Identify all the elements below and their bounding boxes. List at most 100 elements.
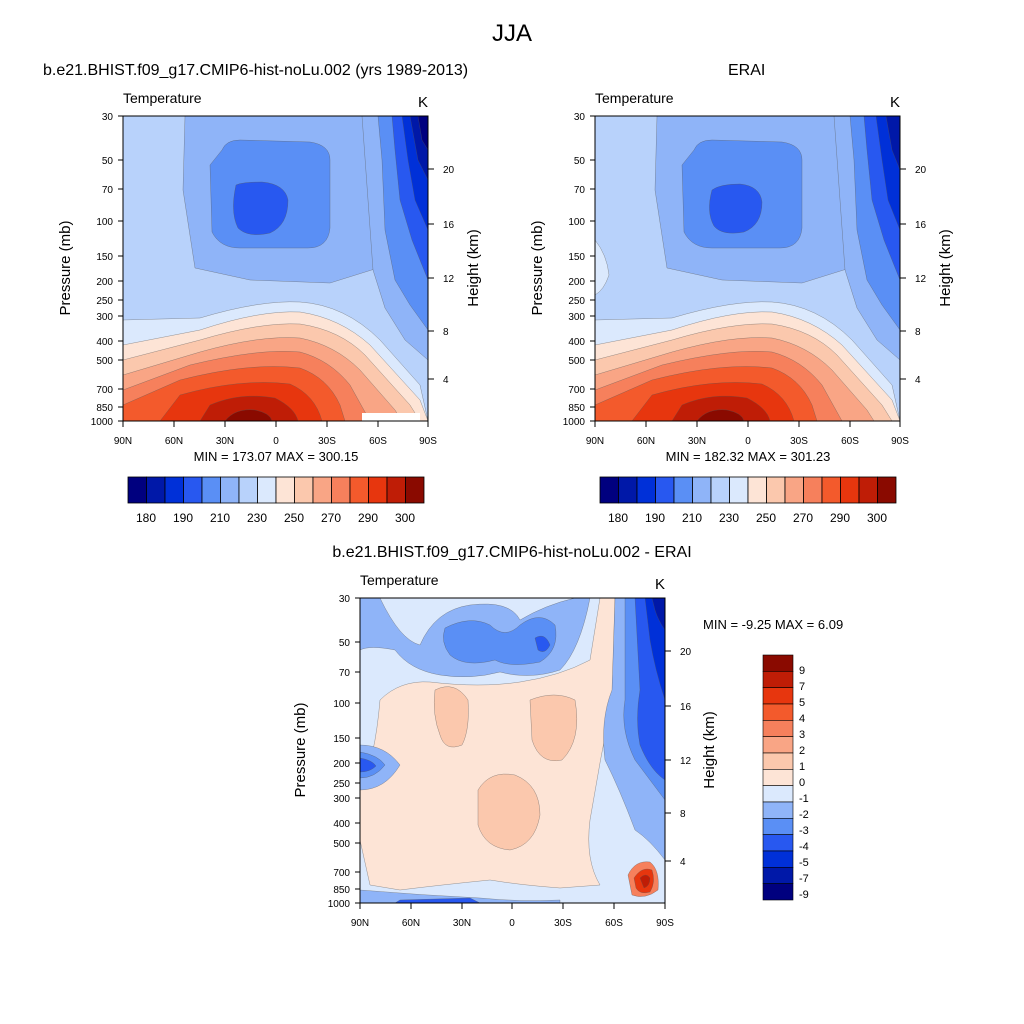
colorbar-swatch <box>762 720 794 737</box>
panel-1-chart: Temperature K 30 50 70 100 150 200 25 <box>57 90 482 525</box>
panel-3-ylabel-left: Pressure (mb) <box>292 702 309 797</box>
panel-1-unit-label: K <box>418 94 428 111</box>
panel-3-x-tick-labels: 90N 60N 30N 0 30S 60S 90S <box>351 918 674 929</box>
colorbar-swatch <box>368 476 388 504</box>
x-tick-label: 90S <box>419 436 437 447</box>
panel-3-colorbar <box>762 654 794 901</box>
y-tick-label: 50 <box>574 156 586 167</box>
colorbar-label: 210 <box>210 511 230 525</box>
height-tick-label: 20 <box>680 647 692 658</box>
y-tick-label: 50 <box>339 638 351 649</box>
colorbar-swatch <box>821 476 841 504</box>
y-tick-label: 30 <box>574 112 586 123</box>
panel-1-contour-field <box>123 116 428 421</box>
panel-3-ylabel-right: Height (km) <box>701 711 718 789</box>
colorbar-swatch <box>762 883 794 901</box>
panel-2-title: ERAI <box>728 62 766 79</box>
colorbar-label: 300 <box>395 511 415 525</box>
panel-1-axis-ticks <box>118 115 434 427</box>
height-tick-label: 4 <box>443 375 449 386</box>
colorbar-swatch <box>762 703 794 721</box>
panel-2-unit-label: K <box>890 94 900 111</box>
y-tick-label: 200 <box>96 277 113 288</box>
y-tick-label: 200 <box>333 759 350 770</box>
y-tick-label: 150 <box>333 734 350 745</box>
colorbar-swatch <box>762 785 794 803</box>
height-tick-label: 16 <box>680 702 692 713</box>
y-tick-label: 300 <box>568 312 585 323</box>
colorbar-label: 270 <box>321 511 341 525</box>
y-tick-label: 850 <box>96 403 113 414</box>
x-tick-label: 60S <box>605 918 623 929</box>
y-tick-label: 500 <box>96 356 113 367</box>
colorbar-swatch <box>294 476 314 504</box>
colorbar-swatch <box>312 476 332 504</box>
panel-2-axis-ticks <box>590 115 906 427</box>
colorbar-swatch <box>146 476 166 504</box>
y-tick-label: 30 <box>339 594 351 605</box>
panel-2-y-tick-labels: 30 50 70 100 150 200 250 300 400 500 700… <box>563 112 586 428</box>
x-tick-label: 30N <box>688 436 706 447</box>
figure-title: JJA <box>491 20 532 47</box>
panel-3-chart: Temperature K 30 50 70 100 150 200 <box>292 572 843 929</box>
colorbar-swatch <box>349 476 369 504</box>
colorbar-swatch <box>692 476 712 504</box>
x-tick-label: 90S <box>656 918 674 929</box>
colorbar-swatch <box>762 867 794 884</box>
colorbar-swatch <box>803 476 823 504</box>
y-tick-label: 400 <box>96 337 113 348</box>
y-tick-label: 150 <box>568 252 585 263</box>
colorbar-swatch <box>762 769 794 786</box>
y-tick-label: 250 <box>333 779 350 790</box>
colorbar-label: 3 <box>799 729 805 741</box>
colorbar-swatch <box>762 850 794 868</box>
colorbar-swatch <box>762 801 794 819</box>
colorbar-label: 190 <box>173 511 193 525</box>
panel-3-unit-label: K <box>655 576 665 593</box>
colorbar-label: 230 <box>247 511 267 525</box>
y-tick-label: 50 <box>102 156 114 167</box>
x-tick-label: 30N <box>216 436 234 447</box>
y-tick-label: 70 <box>102 185 114 196</box>
y-tick-label: 100 <box>333 699 350 710</box>
x-tick-label: 60S <box>369 436 387 447</box>
colorbar-swatch <box>762 752 794 770</box>
colorbar-label: 300 <box>867 511 887 525</box>
colorbar-label: 250 <box>284 511 304 525</box>
colorbar-label: 7 <box>799 681 805 693</box>
colorbar-label: 180 <box>136 511 156 525</box>
colorbar-swatch <box>762 834 794 852</box>
colorbar-label: -9 <box>799 889 809 901</box>
y-tick-label: 150 <box>96 252 113 263</box>
height-tick-label: 4 <box>915 375 921 386</box>
panel-3-minmax: MIN = -9.25 MAX = 6.09 <box>703 617 843 632</box>
x-tick-label: 60N <box>165 436 183 447</box>
colorbar-swatch <box>220 476 240 504</box>
x-tick-label: 90N <box>351 918 369 929</box>
colorbar-swatch <box>840 476 860 504</box>
y-tick-label: 1000 <box>563 417 586 428</box>
panel-1-colorbar-labels: 180 190 210 230 250 270 290 300 <box>136 511 415 525</box>
height-tick-label: 20 <box>915 165 927 176</box>
colorbar-label: 210 <box>682 511 702 525</box>
colorbar-swatch <box>762 818 794 835</box>
panel-1-title: b.e21.BHIST.f09_g17.CMIP6-hist-noLu.002 … <box>43 62 469 79</box>
colorbar-swatch <box>331 476 351 504</box>
height-tick-label: 16 <box>915 220 927 231</box>
panel-1-y-tick-labels: 30 50 70 100 150 200 250 300 400 500 700… <box>91 112 114 428</box>
colorbar-swatch <box>729 476 749 504</box>
panel-2-chart: Temperature K 30 50 70 100 150 200 250 <box>529 90 954 525</box>
x-tick-label: 60N <box>637 436 655 447</box>
colorbar-label: -7 <box>799 873 809 885</box>
colorbar-label: -4 <box>799 841 809 853</box>
y-tick-label: 100 <box>568 217 585 228</box>
y-tick-label: 850 <box>568 403 585 414</box>
y-tick-label: 200 <box>568 277 585 288</box>
colorbar-swatch <box>762 654 794 672</box>
x-tick-label: 0 <box>509 918 515 929</box>
x-tick-label: 30S <box>318 436 336 447</box>
colorbar-label: 290 <box>358 511 378 525</box>
height-tick-label: 12 <box>680 756 692 767</box>
height-tick-label: 16 <box>443 220 455 231</box>
y-tick-label: 700 <box>568 385 585 396</box>
